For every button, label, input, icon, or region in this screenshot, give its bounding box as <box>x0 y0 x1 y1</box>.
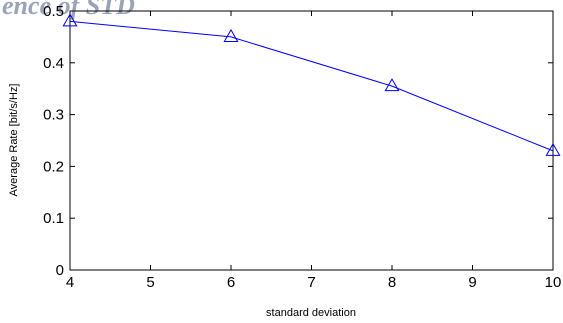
y-axis-label: Average Rate [bit/s/Hz] <box>8 84 20 197</box>
data-point-triangle <box>545 142 561 156</box>
x-tick-label: 8 <box>388 274 396 291</box>
y-tick-label: 0.3 <box>43 107 64 124</box>
x-axis-label: standard deviation <box>266 307 356 319</box>
series-group <box>62 13 561 156</box>
x-tick-label: 5 <box>146 274 154 291</box>
y-tick-label: 0.4 <box>43 55 64 72</box>
x-tick-label: 4 <box>66 274 74 291</box>
plot-area-frame <box>69 10 554 271</box>
y-tick-label: 0.2 <box>43 158 64 175</box>
y-tick-label: 0 <box>56 262 64 279</box>
y-tick-label: 0.5 <box>43 3 64 20</box>
x-tick-labels: 4 5 6 7 8 9 10 <box>66 274 562 291</box>
x-tick-label: 9 <box>468 274 476 291</box>
y-tick-labels: 0 0.1 0.2 0.3 0.4 0.5 <box>43 3 64 279</box>
data-point-triangle <box>223 28 239 42</box>
axis-ticks <box>69 10 554 271</box>
x-tick-label: 6 <box>227 274 235 291</box>
y-tick-label: 0.1 <box>43 210 64 227</box>
series-line <box>69 20 554 152</box>
data-point-triangle <box>384 78 400 92</box>
x-tick-label: 7 <box>307 274 315 291</box>
data-point-triangle <box>62 13 78 27</box>
chart-title-fragment: ence of STD <box>2 0 135 20</box>
x-tick-label: 10 <box>545 274 562 291</box>
